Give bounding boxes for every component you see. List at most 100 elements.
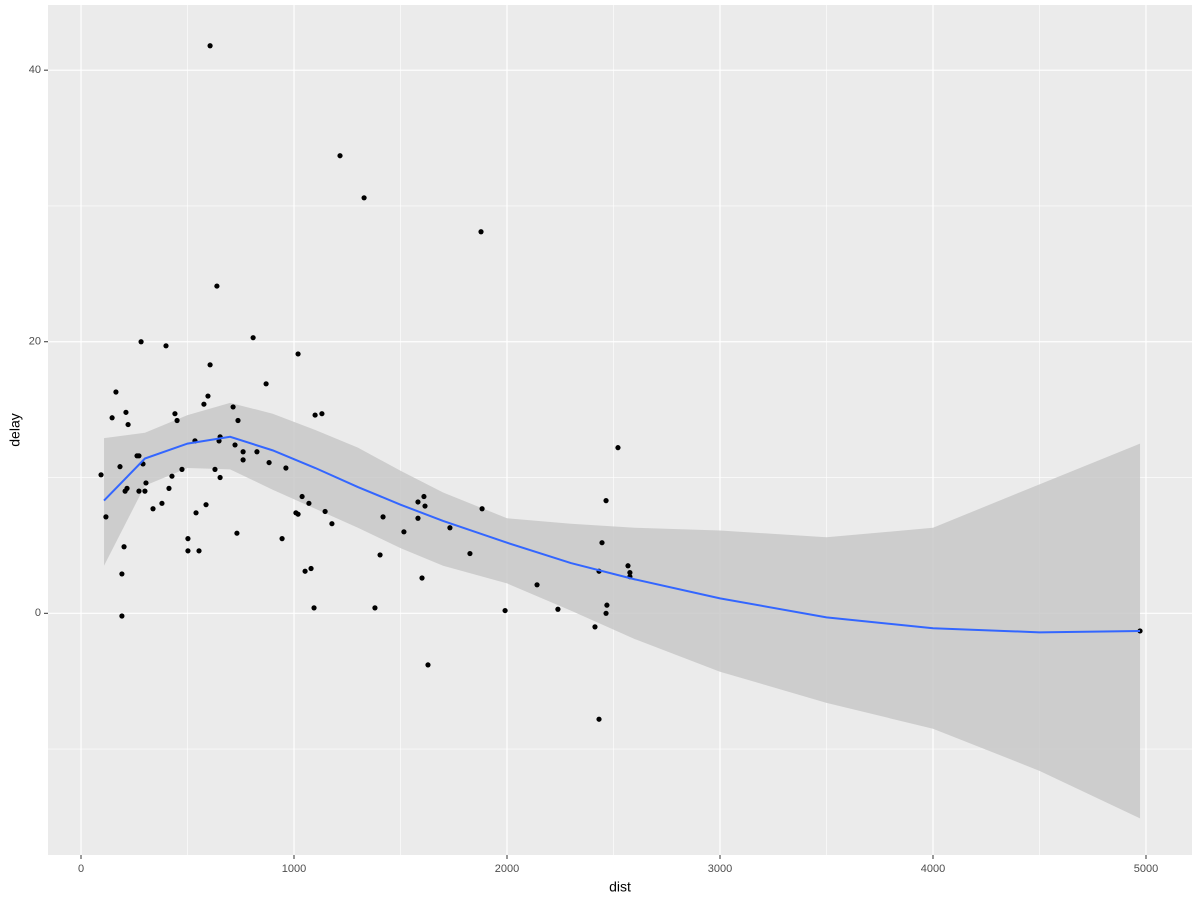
point xyxy=(478,229,484,235)
point xyxy=(234,530,240,536)
point xyxy=(136,453,142,459)
point xyxy=(322,508,328,515)
point xyxy=(159,500,165,506)
point xyxy=(337,153,343,159)
point xyxy=(603,610,609,616)
point xyxy=(121,544,127,550)
point xyxy=(98,472,104,478)
point xyxy=(143,480,149,486)
point xyxy=(142,488,148,494)
point xyxy=(308,565,314,572)
point xyxy=(295,351,301,357)
point xyxy=(415,499,421,505)
point xyxy=(603,498,609,504)
point xyxy=(240,449,246,455)
point xyxy=(592,624,598,630)
point xyxy=(217,474,223,481)
point xyxy=(372,605,378,611)
point xyxy=(103,514,109,520)
point xyxy=(415,515,421,521)
point xyxy=(201,401,207,407)
point xyxy=(380,514,386,520)
point xyxy=(125,421,131,428)
point xyxy=(250,335,256,341)
point xyxy=(109,415,115,421)
point xyxy=(401,529,407,535)
point xyxy=(599,540,605,546)
point xyxy=(311,605,317,611)
point xyxy=(377,552,383,558)
point xyxy=(312,412,318,418)
x-tick-label: 4000 xyxy=(921,863,945,875)
point xyxy=(119,571,125,577)
point xyxy=(119,613,125,619)
point xyxy=(627,569,633,576)
point xyxy=(283,465,289,471)
point xyxy=(214,283,220,289)
point xyxy=(124,485,130,491)
point xyxy=(306,500,312,506)
point xyxy=(196,548,202,554)
point xyxy=(172,411,178,417)
point xyxy=(185,548,191,554)
point xyxy=(117,464,123,470)
point xyxy=(163,343,169,349)
point xyxy=(235,417,241,424)
x-tick-label: 3000 xyxy=(708,863,732,875)
point xyxy=(123,409,129,415)
point xyxy=(150,506,156,512)
x-tick-label: 2000 xyxy=(495,863,519,875)
point xyxy=(615,445,621,451)
point xyxy=(185,536,191,542)
point xyxy=(425,662,431,668)
point xyxy=(299,493,305,500)
y-tick-label: 40 xyxy=(29,64,41,76)
y-axis-title: delay xyxy=(7,413,23,446)
point xyxy=(254,449,260,455)
point xyxy=(207,43,213,49)
confidence-band xyxy=(104,402,1141,819)
point xyxy=(421,493,427,500)
point xyxy=(266,459,272,466)
point xyxy=(138,339,144,345)
point xyxy=(179,466,185,472)
point xyxy=(263,381,269,387)
y-tick-label: 0 xyxy=(35,607,41,619)
point xyxy=(555,606,561,612)
point xyxy=(113,389,119,395)
point xyxy=(467,550,473,557)
point xyxy=(625,563,631,569)
point xyxy=(205,393,211,399)
point xyxy=(419,575,425,581)
point xyxy=(479,506,485,512)
point xyxy=(502,607,508,614)
point xyxy=(169,473,175,479)
point xyxy=(295,511,301,517)
x-tick-label: 5000 xyxy=(1134,863,1158,875)
point xyxy=(447,525,453,531)
point xyxy=(203,502,209,508)
point xyxy=(319,411,325,417)
point xyxy=(604,602,610,608)
point xyxy=(193,510,199,516)
point xyxy=(302,568,308,574)
point xyxy=(279,536,285,542)
point xyxy=(329,521,335,527)
point xyxy=(422,503,428,509)
x-axis-title: dist xyxy=(609,879,631,895)
y-tick-label: 20 xyxy=(29,336,41,348)
point xyxy=(534,582,540,588)
point xyxy=(240,457,246,463)
point xyxy=(136,488,142,494)
point xyxy=(230,404,236,410)
point xyxy=(212,466,218,472)
point xyxy=(207,362,213,368)
point xyxy=(174,417,180,424)
point xyxy=(232,442,238,448)
smooth-line xyxy=(103,435,1141,634)
x-tick-label: 1000 xyxy=(282,863,306,875)
x-tick-label: 0 xyxy=(78,863,84,875)
point xyxy=(361,195,367,201)
point xyxy=(596,716,602,722)
